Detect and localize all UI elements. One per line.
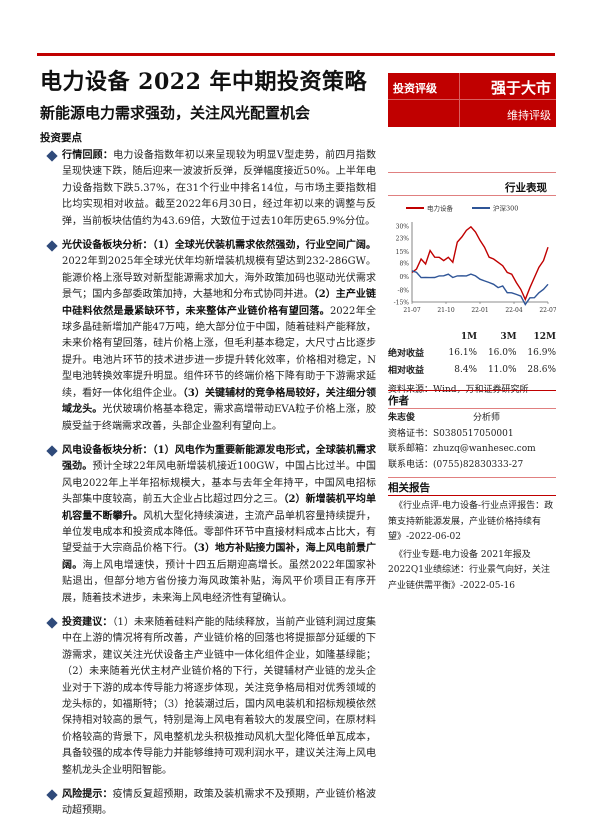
author-cert: 资格证书：S0380517050001 [388,428,514,439]
key-point-paragraph: 风险提示：疫情反复超预期，政策及装机需求不及预期，产业链价格波动超预期。 [46,787,376,820]
paragraph-text: 光伏设备板块分析：（1）全球光伏装机需求依然强劲，行业空间广阔。 [62,240,376,252]
y-tick-label: -15% [394,300,410,307]
paragraph-text: （2）新增装机平均单机容量不断攀升。 [62,494,377,522]
author-phone: 联系电话：(0755)82830333-27 [388,459,524,470]
legend-label: 电力设备 [427,204,454,213]
rating-box: 投资评级 强于大市 维持评级 [388,73,556,127]
x-tick-label: 22-07 [539,307,556,314]
key-point-paragraph: 行情回顾：电力设备指数年初以来呈现较为明显V型走势，前四月指数呈现快速下跌，随后… [46,148,376,230]
paragraph-text: 预计全球22年风电新增装机接近100GW，中国占比过半。中国风电2022年上半年… [62,461,377,506]
author-heading: 作者 [388,395,409,407]
report-subtitle: 新能源电力需求强劲，关注风光配置机会 [40,104,311,122]
returns-table: 1M 3M 12M 绝对收益 16.1% 16.0% 16.9% 相对收益 8.4% 11.0… [388,332,556,377]
table-row: 相对收益 8.4% 11.0% 28.6% [388,364,556,377]
paragraph-text: 海上风电增速快，预计十四五后期迎高增长。虽然2022年国家补贴退出，但部分地方省… [62,559,377,604]
y-tick-label: 15% [396,249,410,256]
y-tick-label: 30% [396,224,410,231]
diamond-bullet-icon [46,445,58,457]
chart-source: 资料来源：Wind，万和证券研究所 [388,385,529,395]
rating-value: 强于大市 [460,73,556,100]
table-row: 绝对收益 16.1% 16.0% 16.9% [388,347,556,360]
paragraph-text: 风机大型化持续演进，主流产品单机容量持续提升，单位发电成本和投资成本降低。零部件… [62,510,377,555]
series-line-0 [411,225,549,302]
y-tick-label: 23% [396,235,410,242]
paragraph-text: 光伏玻璃价格基本稳定，需求高增带动EVA粒子价格上涨，胶膜受益于终端需求改善，头… [62,404,376,432]
x-tick-label: 22-04 [505,307,522,314]
diamond-bullet-icon [46,240,58,252]
diamond-bullet-icon [46,789,58,801]
related-report-1[interactable]: 《行业点评-电力设备-行业点评报告：政策支持新能源发展，产业链价格持续有望》-2… [388,501,554,542]
paragraph-text: （1）未来随着硅料产能的陆续释放，当前产业链利润过度集中在上游的情况将有所改善，… [62,616,377,776]
y-tick-label: -8% [397,288,409,295]
top-rule [37,53,555,56]
related-report-2[interactable]: 《行业专题-电力设备 2021年报及2022Q1业绩综述：行业景气向好，关注产业… [388,549,551,591]
series-line-1 [411,270,549,306]
paragraph-text: （2）主产业链中硅料依然是最紧缺环节，未来整体产业链价格有望回落。 [62,289,376,317]
author-name: 朱志俊 [388,413,416,423]
paragraph-text: 风险提示： [62,789,113,801]
report-title: 电力设备 2022 年中期投资策略 [40,69,368,95]
x-tick-label: 21-07 [403,307,420,314]
diamond-bullet-icon [46,150,58,162]
author-email[interactable]: 联系邮箱：zhuzq@wanhesec.com [388,444,536,454]
x-tick-label: 21-10 [437,307,454,314]
key-point-paragraph: 光伏设备板块分析：（1）全球光伏装机需求依然强劲，行业空间广阔。 2022年到20… [46,238,376,435]
key-points: 行情回顾：电力设备指数年初以来呈现较为明显V型走势，前四月指数呈现快速下跌，随后… [46,148,377,828]
key-point-paragraph: 风电设备板块分析：（1）风电作为重要新能源发电形式，全球装机需求强劲。预计全球2… [46,443,377,607]
paragraph-text: （3）关键辅材的竞争格局较好，关注细分领域龙头。 [62,387,376,416]
paragraph-text: 行情回顾： [62,150,114,161]
x-tick-label: 22-01 [471,307,488,314]
author-role: 分析师 [473,413,501,423]
paragraph-text: 2022年全球多晶硅新增加产能47万吨，绝大部分位于中国，随着硅料产能释放，未来… [62,305,376,399]
rating-label: 投资评级 [388,73,460,100]
paragraph-text: （3）地方补贴接力国补，海上风电前景广阔。 [62,543,376,571]
related-heading: 相关报告 [388,482,430,494]
paragraph-text: 投资建议： [62,616,113,628]
legend-label: 沪深300 [493,204,518,213]
rating-status: 维持评级 [507,109,551,122]
performance-chart: 30% 23% 15% 8% 0% -8% -15%21-07 21-10 22-01 22-04… [394,204,556,315]
key-points-label: 投资要点 [40,132,82,144]
paragraph-text: 电力设备指数年初以来呈现较为明显V型走势，前四月指数呈现快速下跌，随后迎来一波波… [62,150,376,227]
performance-heading: 行业表现 [505,182,547,194]
y-tick-label: 8% [399,261,409,268]
key-point-paragraph: 投资建议：（1）未来随着硅料产能的陆续释放，当前产业链利润过度集中在上游的情况将… [46,615,377,779]
diamond-bullet-icon [46,617,58,629]
y-tick-label: 0% [399,274,409,281]
paragraph-text: 2022年到2025年全球光伏年均新增装机规模有望达到232-286GW。能源价… [62,256,376,301]
paragraph-text: 风电设备板块分析：（1）风电作为重要新能源发电形式，全球装机需求强劲。 [62,444,376,473]
